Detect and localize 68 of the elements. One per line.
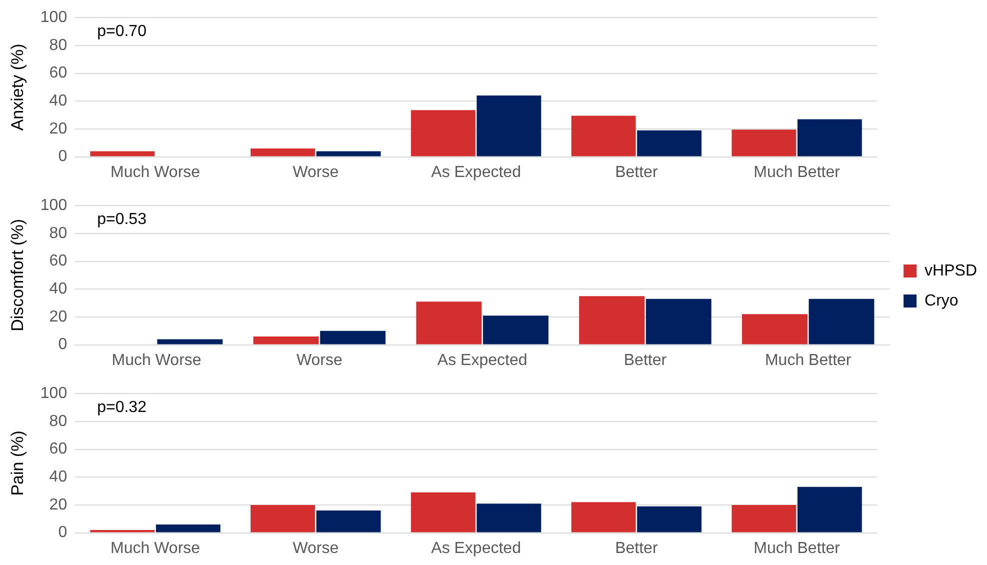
bar — [571, 502, 636, 532]
x-tick-label: Better — [624, 352, 668, 369]
y-tick-label: 0 — [58, 148, 68, 166]
y-axis-title: Anxiety (%) — [8, 44, 27, 131]
bar — [732, 504, 796, 532]
bar — [637, 506, 702, 532]
bar — [579, 296, 645, 344]
annotation: p=0.53 — [97, 211, 147, 228]
x-tick-label: Worse — [292, 540, 339, 557]
bar — [571, 116, 636, 156]
bar — [732, 130, 796, 156]
y-tick-label: 20 — [49, 120, 68, 138]
y-tick-label: 100 — [40, 9, 68, 26]
annotation: p=0.32 — [97, 399, 147, 416]
y-tick-label: 80 — [49, 412, 68, 430]
x-tick-label: Much Worse — [110, 540, 200, 557]
y-tick-label: 60 — [49, 252, 68, 270]
bar — [808, 298, 874, 344]
y-tick-label: 20 — [49, 308, 68, 326]
x-tick-label: Worse — [296, 352, 342, 369]
x-tick-label: As Expected — [437, 352, 528, 369]
y-tick-label: 20 — [49, 496, 68, 514]
y-tick-label: 60 — [49, 440, 68, 458]
bar — [316, 510, 381, 532]
bar — [90, 151, 155, 156]
bar — [797, 486, 862, 532]
bar — [156, 524, 220, 532]
bar — [476, 96, 542, 156]
x-tick-label: Better — [615, 540, 658, 557]
bar — [410, 110, 476, 156]
y-tick-label: 40 — [49, 280, 68, 298]
x-tick-label: Much Better — [754, 164, 841, 181]
y-tick-label: 60 — [49, 64, 68, 82]
y-tick-label: 0 — [58, 336, 68, 354]
bar — [742, 314, 808, 344]
y-tick-label: 40 — [49, 468, 68, 486]
bar — [157, 339, 223, 344]
bar — [476, 504, 542, 532]
legend-label: vHPSD — [924, 262, 977, 280]
y-axis-title: Pain (%) — [8, 430, 27, 496]
bar — [250, 148, 316, 156]
y-tick-label: 80 — [49, 224, 68, 242]
annotation: p=0.70 — [97, 23, 147, 40]
bar — [637, 130, 702, 156]
bar — [416, 302, 482, 344]
legend-label: Cryo — [924, 292, 958, 310]
x-tick-label: Much Worse — [112, 352, 202, 369]
x-tick-label: As Expected — [431, 164, 521, 181]
x-tick-label: As Expected — [431, 540, 521, 557]
y-tick-label: 40 — [49, 92, 68, 110]
y-tick-label: 100 — [40, 197, 68, 214]
bar — [410, 492, 476, 532]
x-tick-label: Much Worse — [110, 164, 200, 181]
bar — [482, 316, 548, 344]
bar — [253, 336, 319, 344]
bar — [250, 504, 316, 532]
x-tick-label: Much Better — [764, 352, 852, 369]
x-tick-label: Much Better — [754, 540, 841, 557]
bar — [320, 330, 386, 344]
x-tick-label: Worse — [292, 164, 339, 181]
y-tick-label: 100 — [40, 385, 68, 402]
x-tick-label: Better — [615, 164, 658, 181]
y-axis-title: Discomfort (%) — [8, 218, 27, 332]
bar — [646, 298, 712, 344]
y-tick-label: 80 — [49, 36, 68, 54]
bar — [316, 151, 381, 156]
bar — [797, 119, 862, 156]
y-tick-label: 0 — [58, 524, 68, 542]
